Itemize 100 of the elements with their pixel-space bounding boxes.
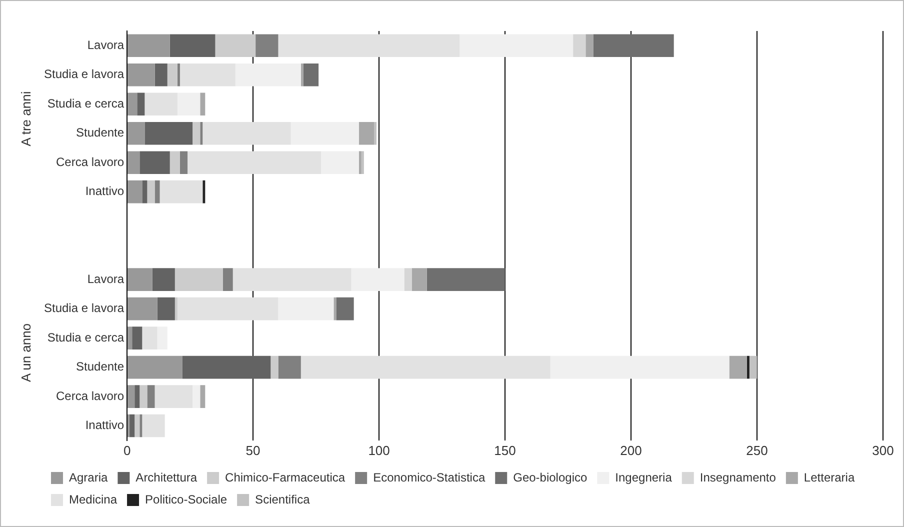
y-tick-label: Studente xyxy=(76,360,124,374)
bar xyxy=(586,34,594,58)
x-tick-label: 150 xyxy=(494,442,516,458)
bar xyxy=(746,356,750,379)
bar xyxy=(303,63,319,86)
y-tick-label: Cerca lavoro xyxy=(56,154,124,169)
bar xyxy=(128,326,132,350)
legend-label: Insegnamento xyxy=(700,470,776,484)
bar xyxy=(128,297,158,320)
bar xyxy=(192,122,200,145)
bar xyxy=(140,414,142,438)
bar xyxy=(321,151,359,174)
bar xyxy=(144,122,193,145)
bar xyxy=(404,268,412,291)
bar xyxy=(180,63,236,86)
text: A un anno xyxy=(18,323,34,382)
bar xyxy=(128,34,170,58)
text: A tre anni xyxy=(18,91,34,146)
bar xyxy=(128,356,182,379)
bar xyxy=(278,356,301,379)
bar xyxy=(573,34,586,58)
y-tick-label: Studia e lavora xyxy=(44,301,124,316)
bar xyxy=(256,34,278,58)
bar xyxy=(177,92,200,116)
bar xyxy=(460,34,574,58)
bar xyxy=(361,151,364,174)
bar xyxy=(128,92,138,116)
bar xyxy=(170,34,216,58)
bar xyxy=(140,151,170,174)
bar xyxy=(140,385,148,408)
bar xyxy=(134,414,140,438)
bar xyxy=(142,180,148,204)
bar xyxy=(154,63,168,86)
bar xyxy=(128,122,145,145)
bar xyxy=(157,297,175,320)
bar xyxy=(334,297,336,320)
bar xyxy=(202,180,206,204)
y-tick-label: Inattivo xyxy=(85,184,124,198)
x-tick-label: 300 xyxy=(872,442,894,458)
bar xyxy=(426,268,506,291)
bar xyxy=(144,92,178,116)
y-tick-label: Lavora xyxy=(87,272,124,286)
legend-label: Geo-biologico xyxy=(513,470,588,484)
bar xyxy=(550,356,730,379)
bar xyxy=(128,180,142,204)
bar xyxy=(200,122,203,145)
legend-label: Politico-Sociale xyxy=(145,492,228,506)
legend-label: Letteraria xyxy=(804,470,855,484)
y-tick-label: Studia e lavora xyxy=(44,67,124,82)
bar xyxy=(142,414,165,438)
bar xyxy=(167,63,178,86)
x-tick-label: 50 xyxy=(246,442,260,458)
bar xyxy=(128,385,135,408)
bar xyxy=(215,34,256,58)
y-tick-label: Inattivo xyxy=(85,418,124,432)
bar xyxy=(128,151,140,174)
bar xyxy=(177,297,278,320)
bar xyxy=(300,63,304,86)
bar xyxy=(147,385,155,408)
bar xyxy=(188,151,322,174)
bar xyxy=(749,356,758,379)
legend-label: Scientifica xyxy=(255,492,310,506)
bar xyxy=(147,180,155,204)
y-tick-label: Studia e cerca xyxy=(47,96,124,110)
y-tick-label: Studia e cerca xyxy=(47,330,124,344)
bar xyxy=(180,151,188,174)
bar xyxy=(336,297,354,320)
bar xyxy=(278,34,460,58)
legend-label: Architettura xyxy=(136,470,198,484)
x-tick-label: 0 xyxy=(123,442,131,458)
bar xyxy=(729,356,747,379)
y-tick-label: Cerca lavoro xyxy=(56,388,124,403)
bar xyxy=(128,63,155,86)
legend-label: Chimico-Farmaceutica xyxy=(225,470,346,484)
bar xyxy=(270,356,278,379)
bar xyxy=(154,180,160,204)
y-tick-label: Studente xyxy=(76,126,124,140)
bar xyxy=(222,268,233,291)
bar xyxy=(300,356,550,379)
bar xyxy=(134,385,140,408)
bar xyxy=(412,268,427,291)
bar xyxy=(235,63,301,86)
bar xyxy=(290,122,359,145)
bar xyxy=(374,122,377,145)
bar xyxy=(174,268,223,291)
bar xyxy=(142,326,158,350)
bar xyxy=(174,297,178,320)
bar xyxy=(152,268,175,291)
x-tick-label: 200 xyxy=(620,442,642,458)
y-tick-label: Lavora xyxy=(87,38,124,52)
legend-label: Medicina xyxy=(69,492,118,506)
x-tick-label: 100 xyxy=(368,442,390,458)
bar xyxy=(137,92,145,116)
bar xyxy=(200,92,206,116)
bar xyxy=(200,385,206,408)
bar xyxy=(132,326,142,350)
bar xyxy=(170,151,180,174)
bar xyxy=(278,297,334,320)
x-tick-label: 250 xyxy=(746,442,768,458)
legend-label: Ingegneria xyxy=(615,470,672,484)
